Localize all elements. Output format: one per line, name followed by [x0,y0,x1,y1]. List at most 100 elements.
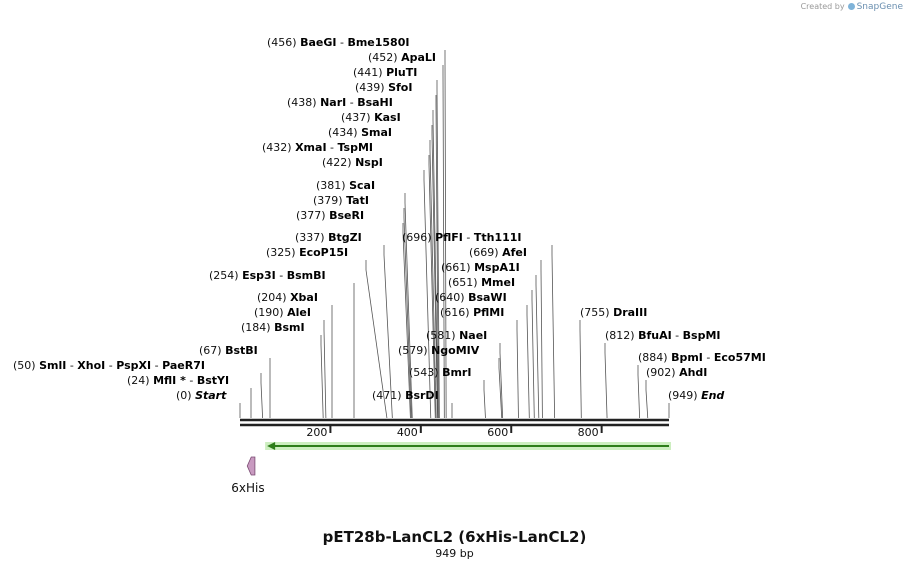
enzyme-label: (812) BfuAI - BspMI [605,329,721,342]
enzyme-label: (381) ScaI [316,179,375,192]
enzyme-name: MmeI [481,276,515,289]
enzyme-position: (50) [13,359,39,372]
enzyme-cut-line [428,155,436,419]
enzyme-label: (441) PluTI [353,66,417,79]
enzyme-cut-line [429,140,437,419]
enzyme-position: (381) [316,179,349,192]
enzyme-name: BstBI [225,344,258,357]
enzyme-position: (471) [372,389,405,402]
enzyme-name: TatI [346,194,369,207]
enzyme-cut-line [431,125,438,419]
enzyme-label: (50) SmlI - XhoI - PspXI - PaeR7I [13,359,205,372]
enzyme-name: BspMI [683,329,721,342]
enzyme-name: PspXI [116,359,151,372]
enzyme-position: (884) [638,351,671,364]
ruler: 200 400 600 800 [306,426,603,439]
enzyme-separator: - [336,36,347,49]
enzyme-separator: - [151,359,162,372]
enzyme-name: Eco57MI [714,351,766,364]
enzyme-label: (377) BseRI [296,209,364,222]
enzyme-label: (24) MflI * - BstYI [127,374,229,387]
ruler-label: 600 [487,426,508,439]
ruler-label: 800 [578,426,599,439]
enzyme-name: XbaI [290,291,318,304]
enzyme-label: (439) SfoI [355,81,412,94]
enzyme-position: (254) [209,269,242,282]
enzyme-position: (812) [605,329,638,342]
enzyme-cut-line [483,380,486,419]
enzyme-name: ScaI [349,179,375,192]
enzyme-label: (581) NaeI [426,329,487,342]
enzyme-label: (696) PflFI - Tth111I [402,231,522,244]
enzyme-label: (949) End [668,389,724,402]
features: 6xHis [231,442,671,495]
feature-6xhis-arrow [246,456,256,476]
enzyme-label: (434) SmaI [328,126,392,139]
ruler-label: 400 [397,426,418,439]
enzyme-cut-line [535,275,540,419]
enzyme-label: (379) TatI [313,194,369,207]
enzyme-separator: - [463,231,474,244]
enzyme-name: KasI [374,111,401,124]
enzyme-name: BaeGI [300,36,336,49]
enzyme-name: Esp3I [242,269,276,282]
enzyme-position: (949) [668,389,701,402]
enzyme-cut-line [579,320,582,419]
snapgene-credit: Created by SnapGene [801,2,903,12]
enzyme-position: (579) [398,344,431,357]
enzyme-label: (456) BaeGI - Bme1580I [267,36,409,49]
enzyme-position: (640) [435,291,468,304]
enzyme-label: (325) EcoP15I [266,246,348,259]
enzyme-position: (616) [440,306,473,319]
enzyme-label: (184) BsmI [241,321,305,334]
enzyme-separator: - [276,269,287,282]
enzyme-cut-line [444,50,447,419]
enzyme-name: PluTI [386,66,417,79]
enzyme-separator: - [186,374,197,387]
sequence-backbone [240,418,669,427]
enzyme-position: (437) [341,111,374,124]
enzyme-label: (452) ApaLI [368,51,436,64]
enzyme-label: (661) MspA1I [441,261,520,274]
enzyme-cut-line [604,343,608,419]
enzyme-position: (452) [368,51,401,64]
enzyme-name: BsrDI [405,389,439,402]
enzyme-label: (755) DraIII [580,306,647,319]
enzyme-name: NgoMIV [431,344,480,357]
feature-label: 6xHis [231,481,264,495]
enzyme-cut-line [526,305,530,419]
enzyme-label: (884) BpmI - Eco57MI [638,351,766,364]
enzyme-name: MspA1I [474,261,520,274]
enzyme-label: (0) Start [176,389,227,402]
enzyme-name: BseRI [329,209,364,222]
orf-arrow-head-icon [267,442,276,450]
enzyme-position: (422) [322,156,355,169]
enzyme-name: NspI [355,156,383,169]
enzyme-cut-line [645,380,649,419]
enzyme-cut-line [323,320,327,419]
enzyme-name: BpmI [671,351,703,364]
enzyme-cut-line [423,170,432,419]
enzyme-position: (581) [426,329,459,342]
enzyme-cut-line [404,193,413,419]
enzyme-name: MflI * [153,374,186,387]
map-subtitle: 949 bp [435,547,474,560]
map-title: pET28b-LanCL2 (6xHis-LanCL2) [322,528,587,546]
enzyme-name: NarI [320,96,346,109]
enzyme-label: (616) PflMI [440,306,504,319]
enzyme-position: (204) [257,291,290,304]
enzyme-name: PflMI [473,306,504,319]
enzyme-name: SfoI [388,81,412,94]
enzyme-cut-line [551,245,556,419]
enzyme-position: (325) [266,246,299,259]
enzyme-name: SmaI [361,126,392,139]
enzyme-separator: - [327,141,338,154]
enzyme-name: BmrI [442,366,471,379]
enzyme-label: (651) MmeI [448,276,515,289]
enzyme-position: (67) [199,344,225,357]
enzyme-label: (204) XbaI [257,291,318,304]
enzyme-label: (640) BsaWI [435,291,507,304]
enzyme-label: (254) Esp3I - BsmBI [209,269,326,282]
enzyme-position: (337) [295,231,328,244]
